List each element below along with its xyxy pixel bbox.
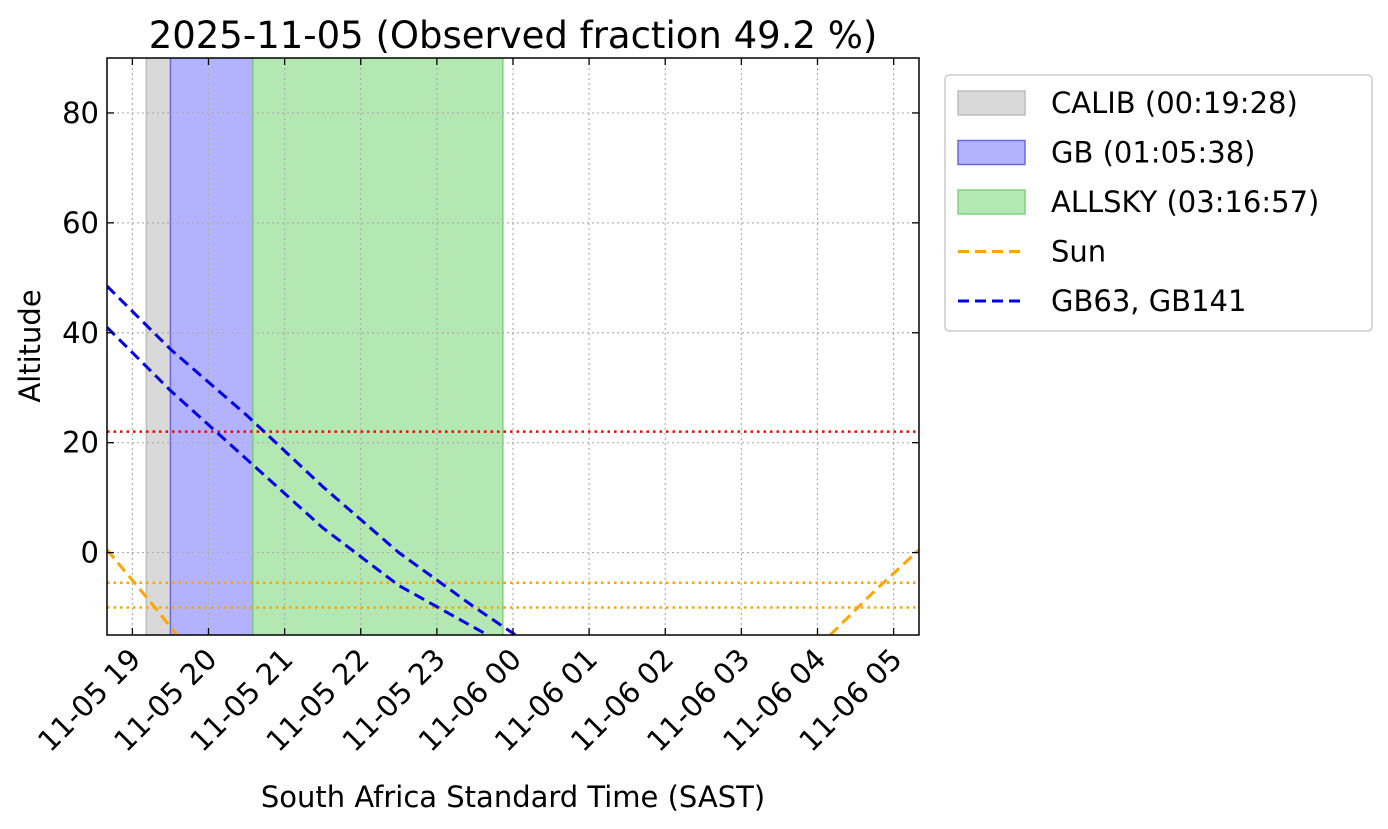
y-tick-label: 0 bbox=[81, 536, 99, 570]
legend-label-0: CALIB (00:19:28) bbox=[1051, 86, 1298, 120]
legend-label-3: Sun bbox=[1051, 235, 1106, 269]
series-line-0 bbox=[829, 548, 919, 635]
legend-frame bbox=[944, 74, 1373, 332]
y-tick-label: 40 bbox=[62, 316, 99, 350]
span-2 bbox=[252, 58, 503, 635]
y-tick-label: 20 bbox=[62, 426, 99, 460]
legend-swatch-1 bbox=[957, 139, 1026, 166]
span-0 bbox=[146, 58, 171, 635]
y-tick-label: 60 bbox=[62, 206, 99, 240]
legend-label-1: GB (01:05:38) bbox=[1051, 136, 1255, 170]
x-axis-label: South Africa Standard Time (SAST) bbox=[261, 780, 765, 814]
series-line-0 bbox=[107, 548, 178, 635]
chart-title: 2025-11-05 (Observed fraction 49.2 %) bbox=[149, 14, 878, 57]
series-line-1 bbox=[107, 285, 517, 635]
series-line-2 bbox=[107, 326, 489, 635]
y-tick-label: 80 bbox=[62, 96, 99, 130]
legend-label-2: ALLSKY (03:16:57) bbox=[1051, 185, 1319, 219]
span-1 bbox=[170, 58, 253, 635]
legend: CALIB (00:19:28) GB (01:05:38) ALLSKY (03:… bbox=[944, 74, 1373, 332]
legend-swatch-0 bbox=[957, 90, 1026, 116]
legend-swatch-2 bbox=[957, 189, 1026, 215]
legend-label-4: GB63, GB141 bbox=[1051, 284, 1246, 318]
y-axis-label: Altitude bbox=[13, 289, 47, 402]
